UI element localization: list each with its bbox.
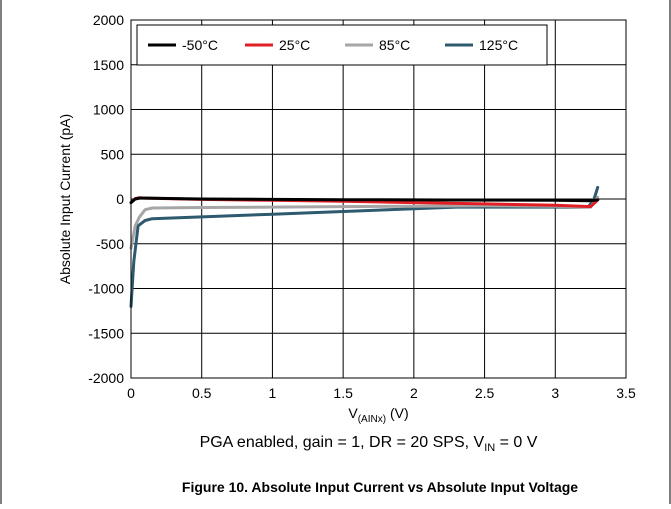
x-axis-label-main: V [348, 405, 358, 421]
legend: -50°C 25°C 85°C 125°C [136, 24, 548, 66]
x-axis-label-subscript: (AINx) [358, 414, 386, 425]
series-line [129, 196, 600, 205]
subtitle-main: PGA enabled, gain = 1, DR = 20 SPS, V [200, 434, 485, 451]
subtitle-subscript: IN [484, 442, 495, 454]
tick-labels-layer: 0 0.5 1 1.5 2 2.5 3 3.5 -2000 -1500 -1000 -500 0 500 1… [88, 12, 636, 401]
x-axis-label: V(AINx) (V) [348, 405, 408, 425]
y-tick-label: -500 [96, 236, 124, 252]
legend-entry: 25°C [279, 37, 310, 53]
y-tick-label: 1500 [93, 57, 124, 73]
x-axis-label-unit: (V) [386, 405, 409, 421]
x-tick-label: 2 [410, 385, 418, 401]
x-tick-label: 2.5 [475, 385, 495, 401]
legend-box [136, 24, 548, 66]
x-tick-label: 1.5 [333, 385, 353, 401]
legend-entry: 125°C [479, 37, 518, 53]
subtitle-rest: = 0 V [495, 434, 538, 451]
x-tick-label: 3 [551, 385, 559, 401]
chart-title: Figure 10. Absolute Input Current vs Abs… [182, 479, 578, 495]
x-tick-label: 3.5 [616, 385, 636, 401]
y-tick-label: 2000 [93, 12, 124, 28]
x-tick-label: 0 [127, 385, 135, 401]
legend-entry: -50°C [182, 37, 218, 53]
y-tick-label: -1000 [88, 281, 124, 297]
series-layer [129, 185, 600, 308]
x-tick-label: 1 [269, 385, 277, 401]
y-tick-label: -2000 [88, 370, 124, 386]
legend-entry: 85°C [379, 37, 410, 53]
x-tick-label: 0.5 [192, 385, 212, 401]
chart-subtitle: PGA enabled, gain = 1, DR = 20 SPS, VIN … [200, 434, 538, 454]
y-tick-label: 500 [101, 146, 125, 162]
plot-area-border [130, 19, 627, 379]
y-tick-label: -1500 [88, 325, 124, 341]
y-tick-label: 0 [116, 191, 124, 207]
y-axis-label: Absolute Input Current (pA) [57, 114, 73, 284]
y-tick-label: 1000 [93, 102, 124, 118]
